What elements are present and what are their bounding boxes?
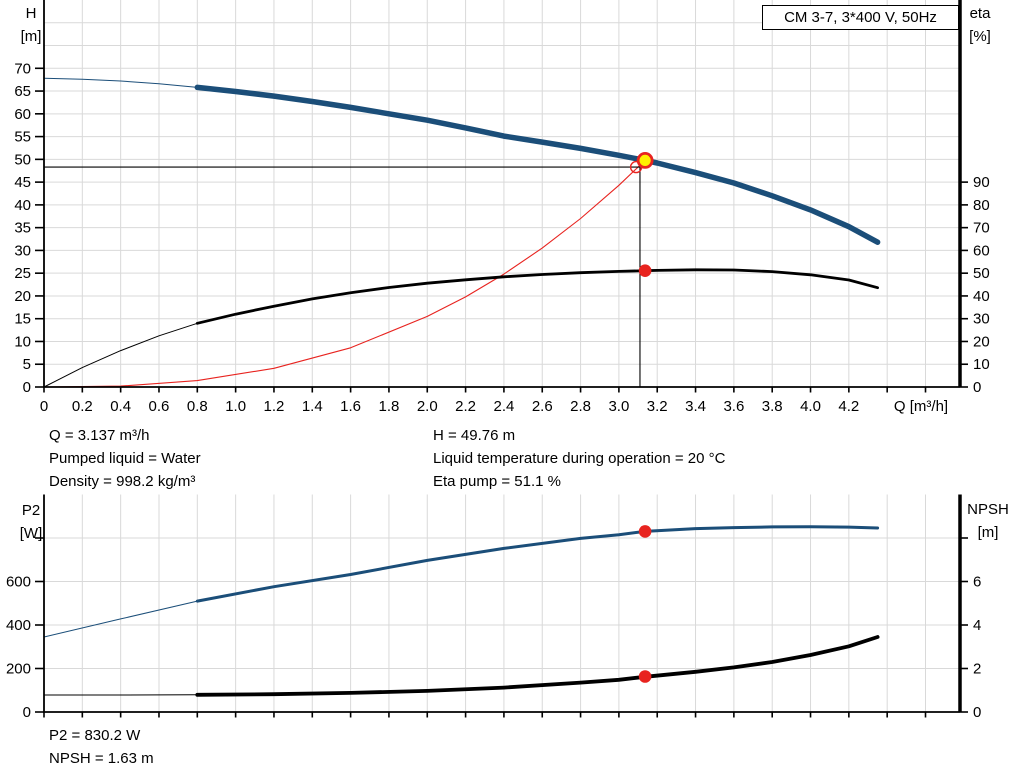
tick-label: 20: [973, 333, 990, 350]
p2-point-marker: [638, 525, 652, 538]
npsh-axis-title-line1: NPSH: [967, 501, 1009, 518]
tick-label: 0.8: [187, 398, 208, 415]
efficiency-curve-thin: [43, 322, 198, 388]
annotation-head: H = 49.76 m: [433, 427, 516, 444]
annotation-liquid-temperature: Liquid temperature during operation = 20…: [433, 450, 726, 467]
npsh-axis-title-line2: [m]: [977, 524, 999, 541]
efficiency-curve: [195, 268, 879, 325]
pump-title-box: CM 3-7, 3*400 V, 50Hz: [762, 5, 959, 30]
tick-label: 2.8: [570, 398, 591, 415]
h-axis-title-line2: [m]: [20, 28, 42, 45]
tick-label: 50: [973, 265, 990, 282]
tick-label: 2.0: [417, 398, 438, 415]
npsh-point-marker: [638, 670, 652, 683]
tick-label: 10: [973, 356, 990, 373]
tick-label: 1.8: [379, 398, 400, 415]
tick-label: 55: [14, 129, 31, 146]
tick-label: 0: [23, 379, 31, 396]
eta-axis-title-line1: eta: [969, 5, 991, 22]
h-axis-title-line1: H: [25, 5, 37, 22]
tick-label: 10: [14, 333, 31, 350]
tick-label: 400: [6, 617, 31, 634]
pump-curve-thin: [43, 77, 198, 88]
tick-label: 60: [973, 242, 990, 259]
p2-curve-thin: [43, 600, 198, 638]
annotation-duty-flow: Q = 3.137 m³/h: [49, 427, 150, 444]
tick-label: 80: [973, 197, 990, 214]
tick-label: 4.2: [838, 398, 859, 415]
tick-label: 40: [973, 288, 990, 305]
tick-label: 3.0: [608, 398, 629, 415]
tick-label: 600: [6, 574, 31, 591]
eta-axis-title: eta [%]: [960, 2, 1000, 48]
tick-label: 45: [14, 174, 31, 191]
tick-label: 0: [973, 704, 981, 721]
tick-label: 1.0: [225, 398, 246, 415]
tick-label: 30: [14, 242, 31, 259]
tick-label: 35: [14, 220, 31, 237]
tick-label: 0: [973, 379, 981, 396]
tick-label: 3.8: [762, 398, 783, 415]
tick-label: 5: [23, 356, 31, 373]
tick-label: 0.4: [110, 398, 131, 415]
tick-label: 4: [973, 617, 981, 634]
system-curve: [43, 159, 646, 388]
annotation-p2: P2 = 830.2 W: [49, 727, 141, 744]
tick-label: 70: [14, 60, 31, 77]
tick-label: 65: [14, 83, 31, 100]
q-axis-unit-label: Q [m³/h]: [893, 398, 949, 415]
annotation-pumped-liquid: Pumped liquid = Water: [49, 450, 201, 467]
tick-label: 30: [973, 311, 990, 328]
tick-label: 25: [14, 265, 31, 282]
p2-axis-title-line2: [W]: [19, 525, 43, 542]
npsh-curve: [195, 635, 880, 697]
npsh-axis-title: NPSH [m]: [958, 498, 1018, 544]
tick-label: 40: [14, 197, 31, 214]
tick-label: 0: [40, 398, 48, 415]
tick-label: 70: [973, 220, 990, 237]
tick-label: 1.4: [302, 398, 323, 415]
tick-label: 3.6: [723, 398, 744, 415]
tick-label: 200: [6, 661, 31, 678]
h-axis-title: H [m]: [14, 2, 48, 48]
p2-axis-title: P2 [W]: [14, 499, 48, 545]
tick-label: 0: [23, 704, 31, 721]
tick-label: 60: [14, 106, 31, 123]
tick-label: 20: [14, 288, 31, 305]
tick-label: 0.6: [149, 398, 170, 415]
annotation-eta-pump: Eta pump = 51.1 %: [433, 473, 561, 490]
duty-point-marker: [636, 151, 654, 169]
tick-label: 3.2: [647, 398, 668, 415]
annotation-npsh: NPSH = 1.63 m: [49, 750, 154, 767]
p2-curve: [195, 525, 880, 603]
annotation-density: Density = 998.2 kg/m³: [49, 473, 196, 490]
tick-label: 2.2: [455, 398, 476, 415]
tick-label: 1.2: [264, 398, 285, 415]
p2-axis-title-line1: P2: [21, 502, 41, 519]
tick-label: 4.0: [800, 398, 821, 415]
eta-axis-title-line2: [%]: [969, 28, 991, 45]
tick-label: 2.4: [493, 398, 514, 415]
tick-label: 50: [14, 151, 31, 168]
tick-label: 90: [973, 174, 990, 191]
tick-label: 3.4: [685, 398, 706, 415]
tick-label: 2.6: [532, 398, 553, 415]
pump-curve: [194, 84, 881, 245]
tick-label: 1.6: [340, 398, 361, 415]
tick-label: 6: [973, 574, 981, 591]
tick-label: 15: [14, 311, 31, 328]
tick-label: 0.2: [72, 398, 93, 415]
eta-point-marker: [638, 264, 652, 278]
tick-label: 2: [973, 661, 981, 678]
